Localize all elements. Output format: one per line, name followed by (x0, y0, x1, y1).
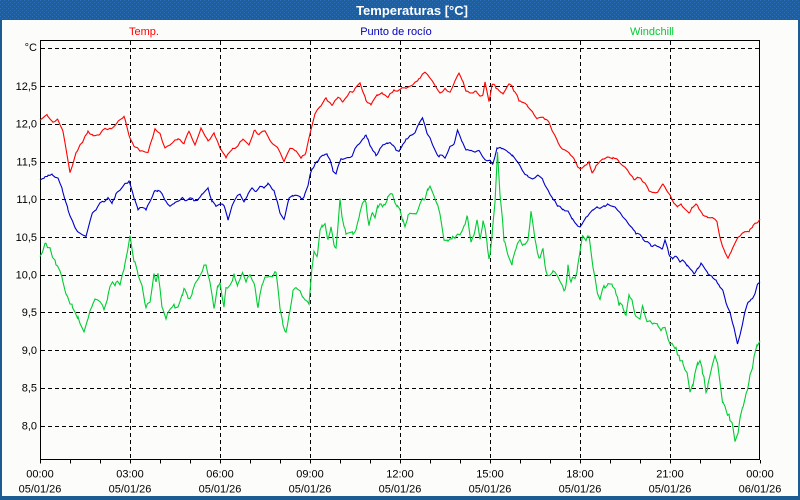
svg-text:09:00: 09:00 (296, 469, 324, 481)
svg-text:00:00: 00:00 (746, 469, 774, 481)
svg-text:10,0: 10,0 (16, 270, 37, 282)
svg-text:05/01/26: 05/01/26 (559, 484, 602, 496)
svg-text:Temperaturas [°C]: Temperaturas [°C] (356, 3, 468, 18)
svg-text:05/01/26: 05/01/26 (199, 484, 242, 496)
svg-text:05/01/26: 05/01/26 (379, 484, 422, 496)
svg-text:06/01/26: 06/01/26 (739, 484, 782, 496)
svg-text:15:00: 15:00 (476, 469, 504, 481)
svg-text:8,5: 8,5 (22, 383, 37, 395)
svg-text:8,0: 8,0 (22, 420, 37, 432)
svg-text:Punto de rocío: Punto de rocío (360, 26, 432, 38)
svg-text:11,5: 11,5 (16, 156, 37, 168)
svg-text:12,0: 12,0 (16, 119, 37, 131)
svg-text:05/01/26: 05/01/26 (289, 484, 332, 496)
svg-text:9,0: 9,0 (22, 345, 37, 357)
svg-text:12,5: 12,5 (16, 81, 37, 93)
svg-text:10,5: 10,5 (16, 232, 37, 244)
svg-text:°C: °C (25, 42, 37, 54)
svg-text:03:00: 03:00 (116, 469, 144, 481)
svg-text:05/01/26: 05/01/26 (649, 484, 692, 496)
svg-text:Temp.: Temp. (129, 26, 159, 38)
svg-text:9,5: 9,5 (22, 307, 37, 319)
svg-text:05/01/26: 05/01/26 (19, 484, 62, 496)
svg-text:12:00: 12:00 (386, 469, 414, 481)
svg-text:06:00: 06:00 (206, 469, 234, 481)
svg-text:21:00: 21:00 (656, 469, 684, 481)
svg-text:05/01/26: 05/01/26 (469, 484, 512, 496)
svg-text:11,0: 11,0 (16, 194, 37, 206)
svg-text:18:00: 18:00 (566, 469, 594, 481)
svg-text:05/01/26: 05/01/26 (109, 484, 152, 496)
svg-text:00:00: 00:00 (26, 469, 54, 481)
svg-text:Windchill: Windchill (630, 26, 674, 38)
